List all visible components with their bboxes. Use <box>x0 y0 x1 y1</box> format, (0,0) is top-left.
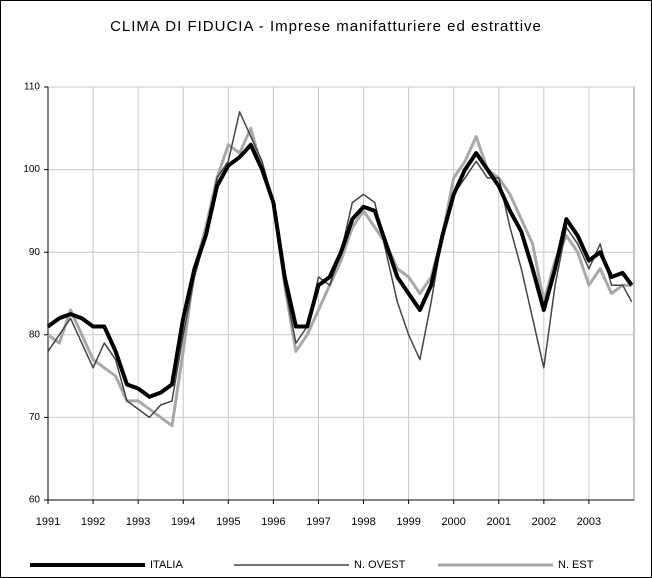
y-tick-label: 70 <box>29 412 41 423</box>
x-tick-label: 1996 <box>261 516 285 528</box>
x-tick-label: 1991 <box>36 516 60 528</box>
y-tick-label: 60 <box>29 495 41 506</box>
plot-area <box>47 86 635 501</box>
y-tick-label: 80 <box>29 329 41 340</box>
x-tick-label: 1992 <box>81 516 105 528</box>
x-tick-label: 1998 <box>351 516 375 528</box>
x-tick-label: 1993 <box>126 516 150 528</box>
x-tick-label: 1995 <box>216 516 240 528</box>
series-line <box>47 126 632 428</box>
x-tick-label: 2000 <box>441 516 465 528</box>
series-line <box>46 142 634 399</box>
y-tick-label: 100 <box>23 164 40 175</box>
y-tick-label: 110 <box>24 82 40 93</box>
x-tick-label: 2002 <box>532 516 556 528</box>
legend-label: N. OVEST <box>354 559 406 571</box>
title-box: CLIMA DI FIDUCIA - Imprese manifatturier… <box>110 18 542 35</box>
legend-label: ITALIA <box>150 559 183 571</box>
legend-label: N. EST <box>558 559 594 571</box>
x-tick-label: 2003 <box>577 516 601 528</box>
chart-title: CLIMA DI FIDUCIA - Imprese manifatturier… <box>110 18 542 35</box>
y-tick-label: 90 <box>29 247 41 258</box>
x-tick-label: 1999 <box>396 516 420 528</box>
x-tick-label: 1994 <box>171 516 195 528</box>
x-tick-label: 2001 <box>487 516 511 528</box>
x-tick-label: 1997 <box>306 516 330 528</box>
